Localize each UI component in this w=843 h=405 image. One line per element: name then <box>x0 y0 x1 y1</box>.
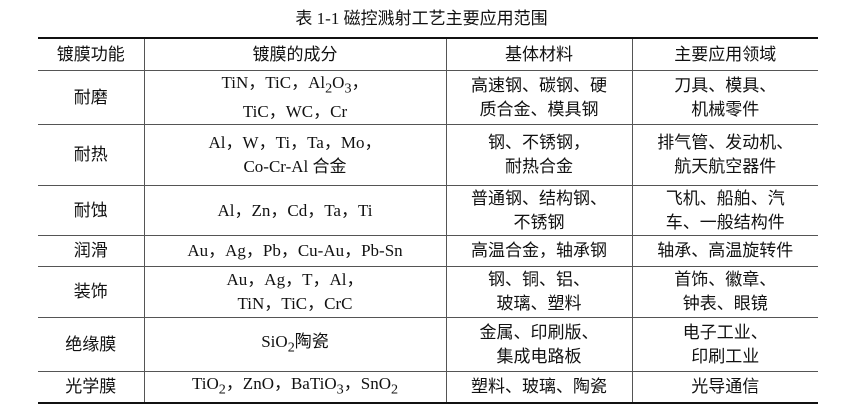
table-caption: 表 1-1 磁控溅射工艺主要应用范围 <box>295 9 548 28</box>
cell-composition: TiO2，ZnO，BaTiO3，SnO2 <box>143 371 447 404</box>
cell-substrate: 塑料、玻璃、陶瓷 <box>445 371 633 404</box>
cell-application: 电子工业、 印刷工业 <box>631 317 818 373</box>
cell-substrate: 普通钢、结构钢、 不锈钢 <box>445 185 633 237</box>
header-substrate: 基体材料 <box>445 37 633 71</box>
header-application: 主要应用领域 <box>631 37 818 71</box>
cell-substrate: 钢、铜、铝、 玻璃、塑料 <box>445 266 633 319</box>
cell-function: 耐磨 <box>38 69 145 126</box>
cell-application: 首饰、徽章、 钟表、眼镜 <box>631 266 818 319</box>
cell-application: 排气管、发动机、 航天航空器件 <box>631 124 818 187</box>
cell-application: 轴承、高温旋转件 <box>631 235 818 268</box>
cell-substrate: 高速钢、碳钢、硬 质合金、模具钢 <box>445 69 633 126</box>
cell-application: 飞机、船舶、汽 车、一般结构件 <box>631 185 818 237</box>
cell-composition: Al，Zn，Cd，Ta，Ti <box>143 185 447 237</box>
cell-function: 耐蚀 <box>38 185 145 237</box>
cell-substrate: 钢、不锈钢， 耐热合金 <box>445 124 633 187</box>
application-table: 镀膜功能 镀膜的成分 基体材料 主要应用领域 耐磨 TiN，TiC，Al2O3， T… <box>38 37 818 404</box>
cell-composition: TiN，TiC，Al2O3， TiC，WC，Cr <box>143 69 447 126</box>
table-row: 耐磨 TiN，TiC，Al2O3， TiC，WC，Cr 高速钢、碳钢、硬 质合金、模具钢… <box>38 69 818 126</box>
cell-function: 绝缘膜 <box>38 317 145 373</box>
cell-composition: Al，W，Ti，Ta，Mo， Co-Cr-Al 合金 <box>143 124 447 187</box>
header-row: 镀膜功能 镀膜的成分 基体材料 主要应用领域 <box>38 37 818 71</box>
cell-composition: Au，Ag，Pb，Cu-Au，Pb-Sn <box>143 235 447 268</box>
cell-substrate: 高温合金，轴承钢 <box>445 235 633 268</box>
cell-function: 耐热 <box>38 124 145 187</box>
header-function: 镀膜功能 <box>38 37 145 71</box>
cell-application: 刀具、模具、 机械零件 <box>631 69 818 126</box>
table-row: 装饰 Au，Ag，T，Al， TiN，TiC，CrC 钢、铜、铝、 玻璃、塑料 首饰、徽章… <box>38 266 818 319</box>
cell-composition: Au，Ag，T，Al， TiN，TiC，CrC <box>143 266 447 319</box>
table-row: 光学膜 TiO2，ZnO，BaTiO3，SnO2 塑料、玻璃、陶瓷 光导通信 <box>38 371 818 404</box>
table-row: 耐热 Al，W，Ti，Ta，Mo， Co-Cr-Al 合金 钢、不锈钢， 耐热合金 排气管… <box>38 124 818 187</box>
header-composition: 镀膜的成分 <box>143 37 447 71</box>
table-row: 绝缘膜 SiO2陶瓷 金属、印刷版、 集成电路板 电子工业、 印刷工业 <box>38 317 818 373</box>
cell-function: 光学膜 <box>38 371 145 404</box>
cell-function: 装饰 <box>38 266 145 319</box>
table-row: 耐蚀 Al，Zn，Cd，Ta，Ti 普通钢、结构钢、 不锈钢 飞机、船舶、汽 车、一般结构… <box>38 185 818 237</box>
cell-substrate: 金属、印刷版、 集成电路板 <box>445 317 633 373</box>
cell-application: 光导通信 <box>631 371 818 404</box>
cell-function: 润滑 <box>38 235 145 268</box>
table-row: 润滑 Au，Ag，Pb，Cu-Au，Pb-Sn 高温合金，轴承钢 轴承、高温旋转件 <box>38 235 818 268</box>
cell-composition: SiO2陶瓷 <box>143 317 447 373</box>
